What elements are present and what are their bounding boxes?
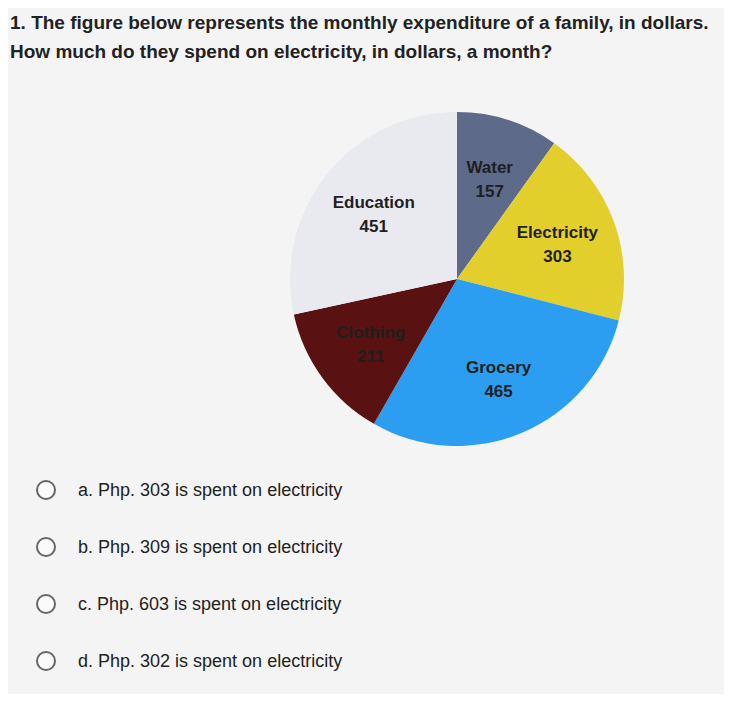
svg-text:Electricity303: Electricity303 (517, 223, 599, 266)
html-text:b. Php. 309 is spent on electr: b. Php. 309 is spent on electricity (78, 536, 343, 557)
svg-text:Clothing211: Clothing211 (336, 323, 405, 366)
svg-text:Grocery465: Grocery465 (466, 358, 532, 401)
html-text:d. Php. 302 is spent on electr: d. Php. 302 is spent on electricity (78, 650, 343, 671)
html-text:1. The figure below represents: 1. The figure below represents the month… (10, 12, 709, 62)
svg-text:Education451: Education451 (333, 193, 415, 236)
html-text:a. Php. 303 is spent on electr: a. Php. 303 is spent on electricity (78, 479, 343, 500)
svg-text:Water157: Water157 (466, 158, 513, 201)
html-text:c. Php. 603 is spent on electr: c. Php. 603 is spent on electricity (78, 593, 342, 614)
